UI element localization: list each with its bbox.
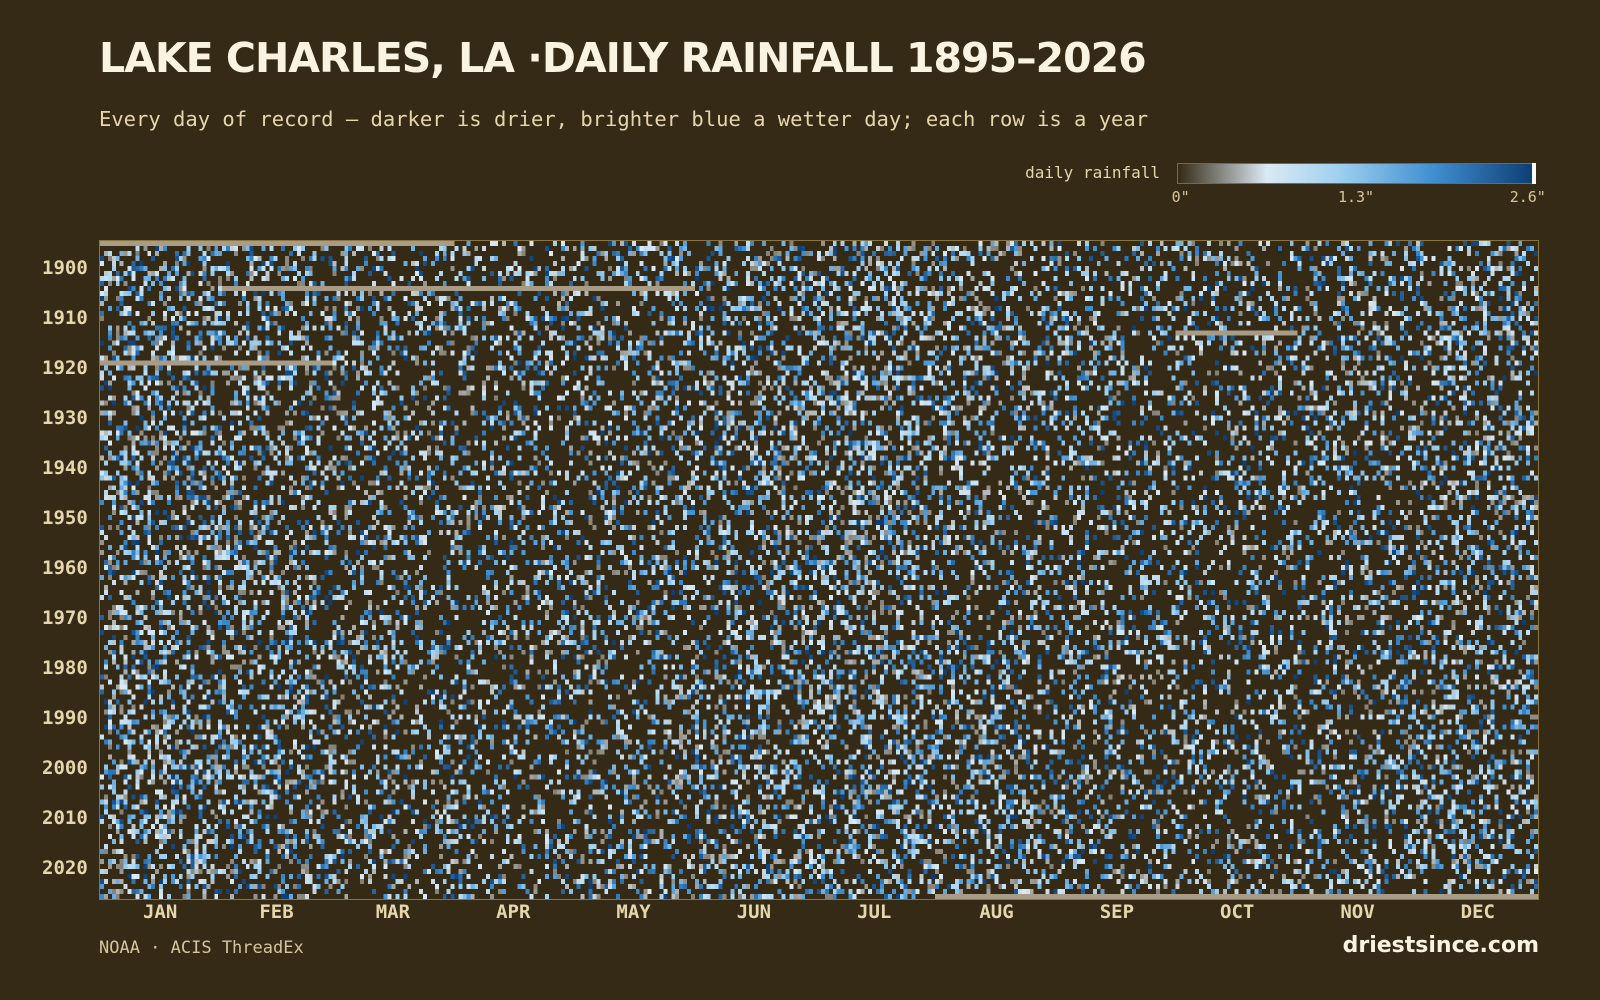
x-tick-label: SEP bbox=[1099, 901, 1135, 923]
y-tick-label: 1980 bbox=[42, 656, 88, 679]
color-scale-bar bbox=[1177, 163, 1536, 184]
y-tick-label: 2020 bbox=[42, 856, 88, 879]
x-tick-label: JUN bbox=[736, 901, 772, 923]
chart-subtitle: Every day of record — darker is drier, b… bbox=[99, 107, 1149, 131]
legend-tick-label: 1.3" bbox=[1337, 188, 1375, 206]
source-label: NOAA · ACIS ThreadEx bbox=[99, 938, 304, 958]
x-tick-label: MAY bbox=[616, 901, 651, 923]
rainfall-heatmap bbox=[99, 240, 1539, 900]
legend-label: daily rainfall bbox=[1025, 163, 1160, 182]
chart-title: LAKE CHARLES, LA ·DAILY RAINFALL 1895–20… bbox=[99, 34, 1147, 82]
x-tick-label: FEB bbox=[259, 901, 294, 923]
y-tick-label: 1970 bbox=[42, 606, 88, 629]
y-tick-label: 2000 bbox=[42, 756, 88, 779]
x-tick-label: OCT bbox=[1220, 901, 1255, 923]
x-tick-label: AUG bbox=[979, 901, 1014, 923]
x-tick-label: MAR bbox=[375, 901, 411, 923]
legend-tick-label: 0" bbox=[1171, 188, 1190, 206]
y-tick-label: 1910 bbox=[42, 306, 88, 329]
y-tick-label: 2010 bbox=[42, 806, 88, 829]
x-tick-label: NOV bbox=[1340, 901, 1375, 923]
y-tick-label: 1930 bbox=[42, 406, 88, 429]
brand-label: driestsince.com bbox=[1342, 933, 1539, 958]
color-scale-cap bbox=[1532, 163, 1536, 184]
y-tick-label: 1950 bbox=[42, 506, 88, 529]
x-tick-label: JUL bbox=[857, 901, 892, 923]
x-tick-label: JAN bbox=[142, 901, 178, 923]
legend-tick-label: 2.6" bbox=[1509, 188, 1546, 206]
y-tick-label: 1990 bbox=[42, 706, 88, 729]
x-tick-label: APR bbox=[496, 901, 531, 923]
x-tick-label: DEC bbox=[1460, 901, 1496, 923]
y-tick-label: 1960 bbox=[42, 556, 88, 579]
y-tick-label: 1940 bbox=[42, 456, 88, 479]
y-tick-label: 1920 bbox=[42, 356, 88, 379]
y-tick-label: 1900 bbox=[42, 256, 88, 279]
